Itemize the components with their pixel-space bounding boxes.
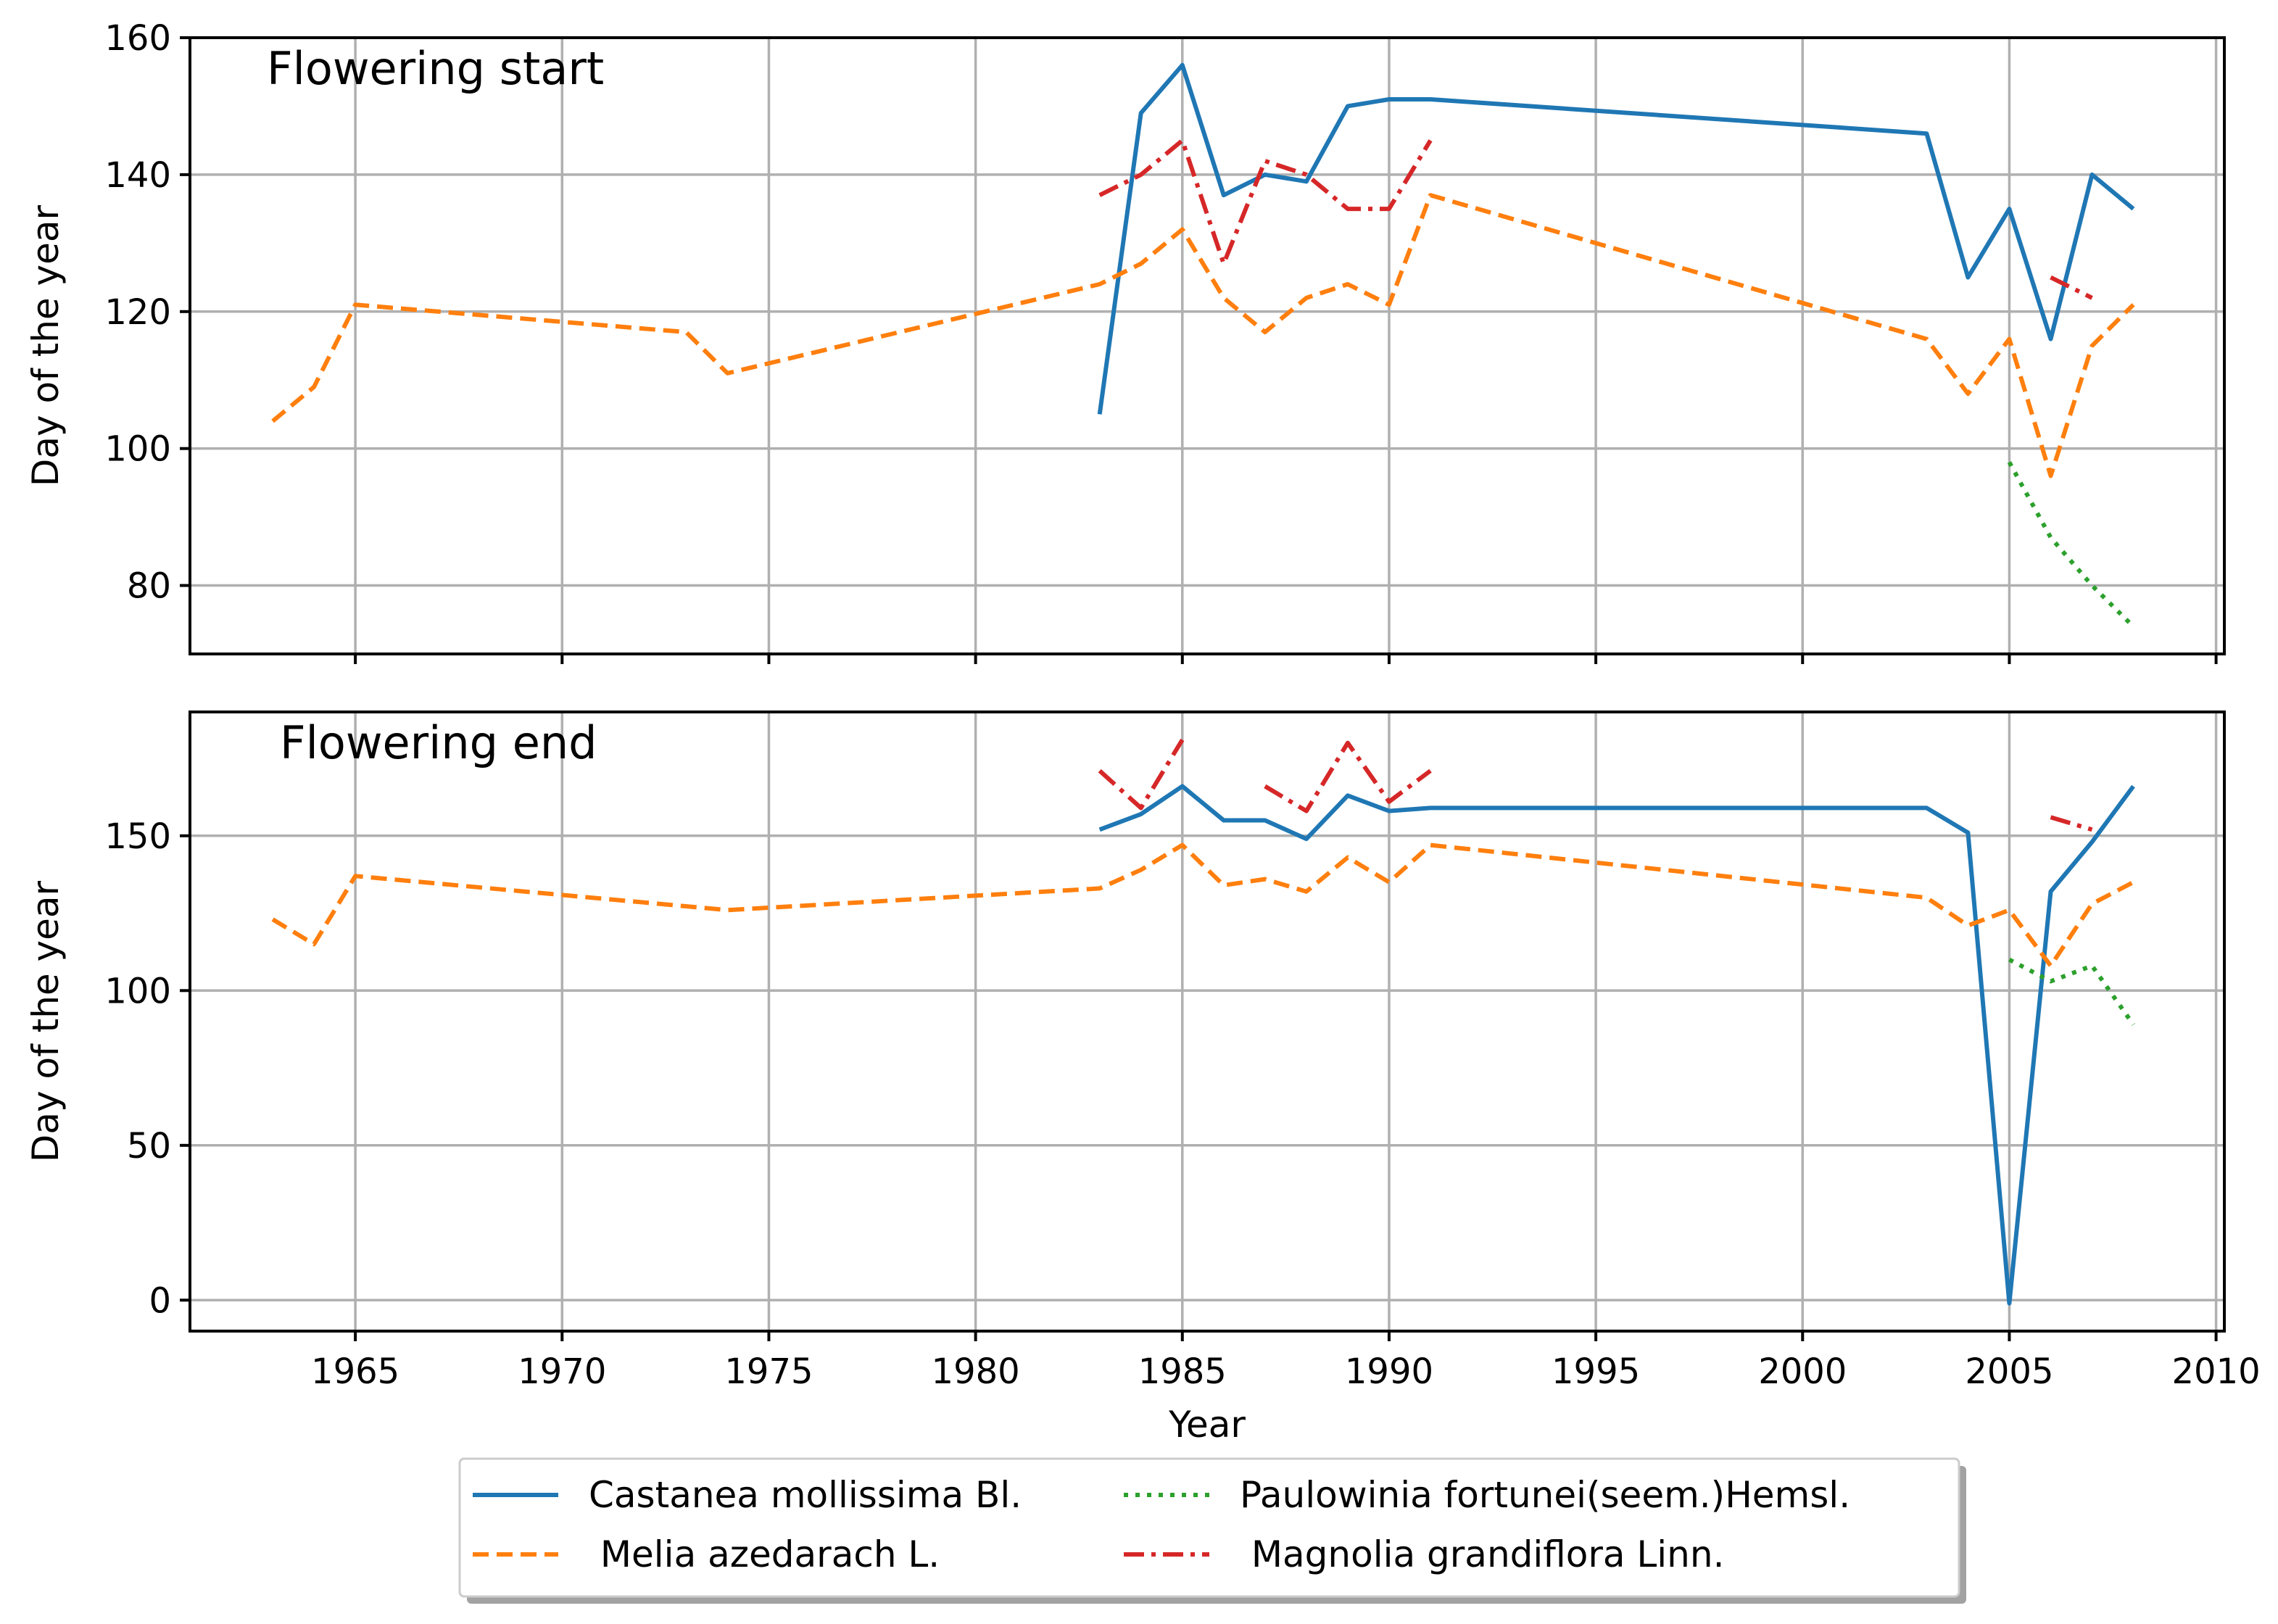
legend: Castanea mollissima Bl. Melia azedarach … bbox=[458, 1457, 1966, 1604]
y-tick-label: 80 bbox=[127, 566, 171, 607]
y-tick-label: 160 bbox=[104, 18, 171, 59]
axes-frame bbox=[189, 710, 2226, 1333]
x-tick-label: 2010 bbox=[2172, 1351, 2261, 1392]
x-axis-label: Year bbox=[1168, 1404, 1246, 1446]
series-line bbox=[2008, 957, 2135, 1027]
y-tick-label: 50 bbox=[127, 1126, 171, 1167]
series-line bbox=[271, 842, 2134, 969]
x-tick-label: 1975 bbox=[724, 1351, 813, 1392]
series-line bbox=[1098, 738, 1185, 811]
y-tick-label: 100 bbox=[104, 971, 171, 1011]
y-tick-label: 120 bbox=[104, 292, 171, 333]
series-line bbox=[1098, 784, 2135, 1306]
panel-flowering-end: 1965 1970 1975 1980 1985 1990 1995 2000 2005 2010… bbox=[25, 710, 2261, 1446]
panel-flowering-start: 80 100 120 140 160 Flowering start Day of the … bbox=[25, 18, 2226, 664]
y-axis-label: Day of the year bbox=[25, 204, 67, 486]
panel-title: Flowering end bbox=[280, 716, 597, 769]
x-tick-label: 1990 bbox=[1345, 1351, 1433, 1392]
series-line bbox=[1097, 62, 2135, 415]
axes-frame bbox=[189, 36, 2226, 655]
series-line bbox=[2050, 275, 2093, 300]
legend-label: Melia azedarach L. bbox=[589, 1533, 940, 1575]
x-tick-label: 1995 bbox=[1552, 1351, 1640, 1392]
legend-box bbox=[458, 1457, 1960, 1598]
x-tick-label: 2000 bbox=[1758, 1351, 1847, 1392]
legend-label: Paulowinia fortunei(seem.)Hemsl. bbox=[1240, 1474, 1850, 1516]
y-axis-label: Day of the year bbox=[25, 880, 67, 1162]
series-line bbox=[271, 193, 2135, 478]
legend-label: Castanea mollissima Bl. bbox=[589, 1474, 1022, 1516]
x-tick-label: 2005 bbox=[1965, 1351, 2053, 1392]
series-line bbox=[1098, 138, 1433, 266]
y-tick-label: 0 bbox=[149, 1280, 171, 1321]
series-line bbox=[2050, 815, 2093, 832]
series-line bbox=[2007, 461, 2135, 629]
legend-label: Magnolia grandiflora Linn. bbox=[1240, 1533, 1724, 1575]
y-tick-label: 100 bbox=[104, 429, 171, 470]
series-line bbox=[1264, 740, 1432, 813]
y-tick-label: 140 bbox=[104, 155, 171, 196]
x-tick-label: 1965 bbox=[311, 1351, 399, 1392]
x-tick-label: 1985 bbox=[1138, 1351, 1227, 1392]
panel-title: Flowering start bbox=[267, 42, 604, 95]
x-tick-label: 1980 bbox=[932, 1351, 1020, 1392]
y-tick-label: 150 bbox=[104, 816, 171, 857]
x-tick-label: 1970 bbox=[518, 1351, 606, 1392]
